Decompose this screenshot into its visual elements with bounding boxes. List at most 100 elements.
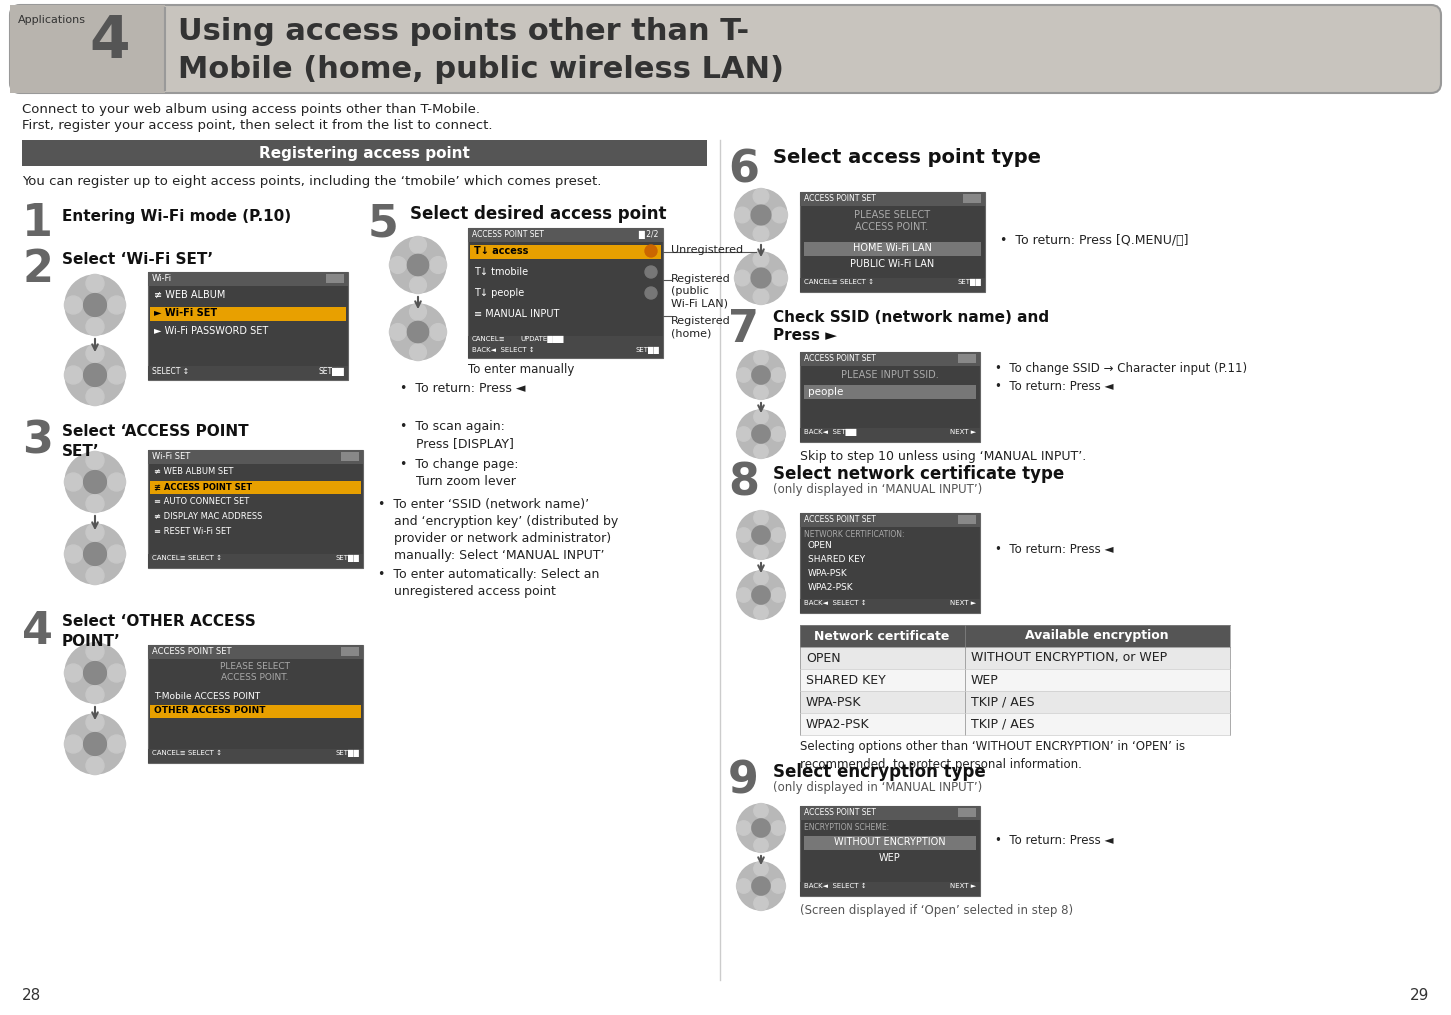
Circle shape xyxy=(65,275,125,335)
Text: CANCEL≡: CANCEL≡ xyxy=(472,336,505,342)
Text: T↓ access: T↓ access xyxy=(474,246,528,256)
Text: PLEASE SELECT
ACCESS POINT.: PLEASE SELECT ACCESS POINT. xyxy=(855,210,930,232)
Circle shape xyxy=(736,252,786,304)
Circle shape xyxy=(65,345,125,405)
Text: 5: 5 xyxy=(369,202,399,245)
Bar xyxy=(965,669,1230,691)
Text: ENCRYPTION SCHEME:: ENCRYPTION SCHEME: xyxy=(804,823,889,832)
Text: ≢ WEB ALBUM SET: ≢ WEB ALBUM SET xyxy=(154,467,234,476)
Bar xyxy=(800,352,979,442)
Text: ≢ ACCESS POINT SET: ≢ ACCESS POINT SET xyxy=(154,482,252,491)
Circle shape xyxy=(770,367,785,383)
Text: WPA-PSK: WPA-PSK xyxy=(808,569,847,578)
Text: WEP: WEP xyxy=(879,853,901,863)
Text: Registered
(public
Wi-Fi LAN): Registered (public Wi-Fi LAN) xyxy=(670,274,731,309)
Text: SELECT ↕: SELECT ↕ xyxy=(152,367,189,376)
Circle shape xyxy=(84,543,106,565)
Text: 3: 3 xyxy=(22,420,52,463)
Bar xyxy=(958,808,977,817)
FancyBboxPatch shape xyxy=(10,5,1441,93)
Bar xyxy=(963,194,981,203)
Text: Select access point type: Select access point type xyxy=(773,148,1040,167)
Circle shape xyxy=(84,471,106,493)
Text: ≢ DISPLAY MAC ADDRESS: ≢ DISPLAY MAC ADDRESS xyxy=(154,512,263,521)
Circle shape xyxy=(755,545,768,559)
Circle shape xyxy=(737,511,785,559)
Text: CANCEL≡ SELECT ↕: CANCEL≡ SELECT ↕ xyxy=(152,555,222,561)
Text: SET██: SET██ xyxy=(958,279,981,286)
Bar xyxy=(965,691,1230,713)
Bar xyxy=(470,245,662,259)
Bar xyxy=(800,352,979,366)
Circle shape xyxy=(755,570,768,585)
Bar xyxy=(800,647,965,669)
Text: •  To return: Press ◄: • To return: Press ◄ xyxy=(995,380,1113,393)
Text: HOME Wi-Fi LAN: HOME Wi-Fi LAN xyxy=(853,243,932,253)
Text: 8: 8 xyxy=(728,462,759,505)
Circle shape xyxy=(752,526,770,544)
Text: Network certificate: Network certificate xyxy=(814,629,950,642)
Text: Available encryption: Available encryption xyxy=(1026,629,1170,642)
Text: NETWORK CERTIFICATION:: NETWORK CERTIFICATION: xyxy=(804,530,904,539)
Bar xyxy=(800,625,965,647)
Circle shape xyxy=(86,274,104,292)
Text: •  To enter ‘SSID (network name)’
    and ‘encryption key’ (distributed by
    p: • To enter ‘SSID (network name)’ and ‘en… xyxy=(379,498,618,562)
Text: Select ‘Wi-Fi SET’: Select ‘Wi-Fi SET’ xyxy=(62,252,213,267)
Text: NEXT ►: NEXT ► xyxy=(950,600,977,606)
Text: •  To change SSID → Character input (P.11): • To change SSID → Character input (P.11… xyxy=(995,362,1246,375)
Bar xyxy=(800,806,979,820)
Bar xyxy=(148,749,363,763)
Circle shape xyxy=(737,351,785,399)
Circle shape xyxy=(737,571,785,619)
Circle shape xyxy=(737,410,785,458)
Text: 29: 29 xyxy=(1409,988,1429,1003)
Text: ► Wi-Fi SET: ► Wi-Fi SET xyxy=(154,308,218,318)
Bar xyxy=(800,806,979,896)
Text: ≡ RESET Wi-Fi SET: ≡ RESET Wi-Fi SET xyxy=(154,527,231,536)
Text: ACCESS POINT SET: ACCESS POINT SET xyxy=(804,515,876,524)
Text: people: people xyxy=(808,387,843,397)
Circle shape xyxy=(86,318,104,336)
Text: 2: 2 xyxy=(22,248,54,291)
Bar xyxy=(804,242,981,256)
Circle shape xyxy=(409,277,427,293)
Text: •  To return: Press [Q.MENU/平]: • To return: Press [Q.MENU/平] xyxy=(1000,234,1188,247)
Text: (Screen displayed if ‘Open’ selected in step 8): (Screen displayed if ‘Open’ selected in … xyxy=(800,904,1074,917)
Circle shape xyxy=(737,588,752,602)
Text: •  To change page:
    Turn zoom lever: • To change page: Turn zoom lever xyxy=(400,458,518,488)
Circle shape xyxy=(107,366,126,384)
Circle shape xyxy=(755,862,768,876)
Circle shape xyxy=(84,293,106,317)
Text: •  To return: Press ◄: • To return: Press ◄ xyxy=(995,834,1113,847)
Circle shape xyxy=(107,545,126,563)
Bar xyxy=(469,347,663,358)
Circle shape xyxy=(734,207,750,223)
Circle shape xyxy=(737,426,752,442)
Circle shape xyxy=(429,257,447,273)
Bar xyxy=(958,354,977,363)
Circle shape xyxy=(753,252,769,267)
Text: T↓ people: T↓ people xyxy=(474,288,524,298)
Circle shape xyxy=(755,350,768,365)
Circle shape xyxy=(737,528,752,542)
Bar xyxy=(148,450,363,568)
Text: Mobile (home, public wireless LAN): Mobile (home, public wireless LAN) xyxy=(178,55,784,84)
Text: 7: 7 xyxy=(728,308,759,351)
Bar xyxy=(800,428,979,442)
Text: SET██: SET██ xyxy=(636,347,659,354)
Bar xyxy=(148,366,348,380)
Bar xyxy=(804,836,977,850)
Text: OPEN: OPEN xyxy=(805,652,840,665)
Text: Select network certificate type: Select network certificate type xyxy=(773,465,1069,483)
Text: Unregistered: Unregistered xyxy=(670,245,743,255)
Circle shape xyxy=(737,862,785,910)
Text: BACK◄  SELECT ↕: BACK◄ SELECT ↕ xyxy=(804,600,866,606)
Circle shape xyxy=(65,452,125,512)
Circle shape xyxy=(86,344,104,362)
Circle shape xyxy=(737,879,752,893)
Circle shape xyxy=(752,268,770,288)
Circle shape xyxy=(770,879,785,893)
Bar xyxy=(148,645,363,763)
Text: SHARED KEY: SHARED KEY xyxy=(805,674,885,686)
Circle shape xyxy=(86,566,104,585)
